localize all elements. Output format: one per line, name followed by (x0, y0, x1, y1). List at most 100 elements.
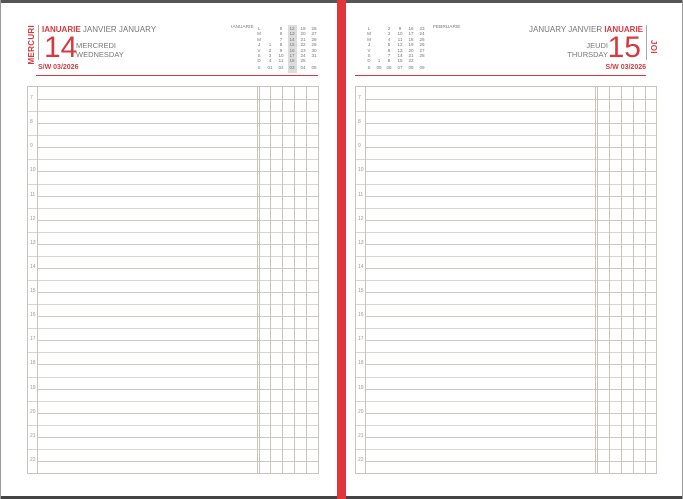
hour-line (37, 123, 318, 125)
minical-cell: 28 (311, 36, 317, 42)
half-hour-line (356, 159, 656, 161)
minical-cell: 4 (268, 58, 272, 64)
right-day-number: 15 (607, 31, 641, 64)
hour-label: 13 (30, 239, 36, 246)
minical-cell: 19 (408, 42, 414, 48)
hour-label: 20 (358, 408, 364, 415)
right-month-ro: IANUARIE (604, 25, 643, 34)
minical-cell: 28 (419, 52, 425, 58)
minical-week-column: 12 13 14 15 16 17 18 03 (288, 26, 296, 71)
minical-cell: 16 (408, 26, 414, 31)
left-weekday-en: WEDNESDAY (76, 50, 124, 59)
half-hour-line (28, 280, 318, 281)
left-month-ro: IANUARIE (42, 25, 81, 34)
minical-cell: 10 (278, 52, 284, 58)
half-hour-line (356, 231, 656, 233)
hour-line (37, 436, 318, 438)
half-hour-line (356, 400, 656, 402)
hour-label: 9 (30, 143, 33, 150)
minical-cell (310, 58, 318, 63)
minical-cell: M (257, 36, 261, 42)
minical-cell: 4 (387, 36, 391, 42)
hour-line (37, 171, 318, 173)
hour-line (365, 219, 656, 221)
grid-column-line (37, 87, 38, 473)
minical-cell: 21 (408, 52, 414, 58)
half-hour-line (28, 255, 318, 257)
minical-cell: 20 (408, 47, 414, 53)
minical-cell: 6 (387, 47, 391, 53)
hour-label: 8 (358, 119, 361, 126)
minical-cell: 9 (279, 47, 283, 53)
minical-cell: 09 (419, 65, 425, 71)
minical-cell: 03 (289, 65, 295, 71)
right-week-label: S/W 03/2026 (605, 64, 646, 71)
minical-cell: 19 (300, 26, 306, 31)
minical-cell: 3 (268, 52, 272, 58)
minical-cell: 17 (289, 52, 295, 58)
minical-cell: 12 (289, 26, 295, 31)
left-month-other: JANVIER JANUARY (82, 25, 157, 34)
hour-line (37, 340, 318, 342)
hour-line (365, 99, 656, 101)
minical-cell: S (367, 65, 371, 71)
grid-column-line (282, 87, 283, 473)
minical-cell: L (257, 26, 261, 31)
grid-column-line (257, 87, 258, 473)
hour-label: 19 (358, 384, 364, 391)
minical-cell: 07 (397, 65, 403, 71)
minical-cell (418, 58, 426, 63)
hour-line (37, 99, 318, 101)
minical-cell: 6 (279, 31, 283, 37)
left-month-heading: IANUARIE JANVIER JANUARY (42, 25, 156, 34)
hour-line (37, 364, 318, 366)
half-hour-line (356, 352, 656, 354)
hour-line (37, 195, 318, 197)
minical-cell: S (367, 52, 371, 58)
hour-line (37, 147, 318, 149)
right-header-divider (646, 25, 647, 60)
hour-line (365, 340, 656, 342)
minical-cell: 14 (397, 52, 403, 58)
minical-week-column: 23 24 25 26 27 28 09 (418, 26, 426, 71)
minical-cell: 05 (311, 65, 317, 71)
hour-line (37, 219, 318, 221)
grid-column-line (597, 87, 598, 473)
grid-column-line (609, 87, 610, 473)
half-hour-line (356, 111, 656, 113)
hour-line (37, 412, 318, 414)
half-hour-line (356, 304, 656, 306)
minical-cell: 8 (387, 58, 391, 64)
minical-cell: 25 (300, 58, 306, 64)
minical-cell: V (367, 47, 371, 53)
left-hour-grid[interactable]: 7 8 9 10 11 12 13 14 15 16 17 18 19 20 21 22 (27, 86, 319, 474)
minical-cell: J (257, 42, 261, 48)
hour-label: 10 (30, 167, 36, 174)
minical-cell: 26 (419, 42, 425, 48)
grid-column-line (621, 87, 622, 473)
minical-cell: 08 (408, 65, 414, 71)
hour-label: 22 (30, 456, 36, 463)
minical-cell: 21 (300, 36, 306, 42)
minical-cell: 15 (289, 42, 295, 48)
minical-cell: 20 (300, 31, 306, 37)
hour-line (37, 292, 318, 294)
minical-cell: 24 (419, 31, 425, 37)
right-hour-grid[interactable]: 7 8 9 10 11 12 13 14 15 16 17 18 19 20 21 22 (355, 86, 657, 474)
minical-cell: 02 (278, 65, 284, 71)
minical-cell: 26 (311, 26, 317, 31)
half-hour-line (28, 328, 318, 330)
highlighted-week (288, 25, 297, 73)
minical-cell: 22 (300, 42, 306, 48)
minical-cell: 18 (408, 36, 414, 42)
grid-column-line (306, 87, 307, 473)
hour-label: 14 (30, 263, 36, 270)
right-weekday-en: THURSDAY (567, 50, 608, 59)
grid-column-line (294, 87, 295, 473)
minical-week-column: 1 05 (375, 26, 383, 71)
hour-label: 20 (30, 408, 36, 415)
hour-line (365, 123, 656, 125)
half-hour-line (356, 328, 656, 330)
grid-column-line (595, 87, 596, 473)
